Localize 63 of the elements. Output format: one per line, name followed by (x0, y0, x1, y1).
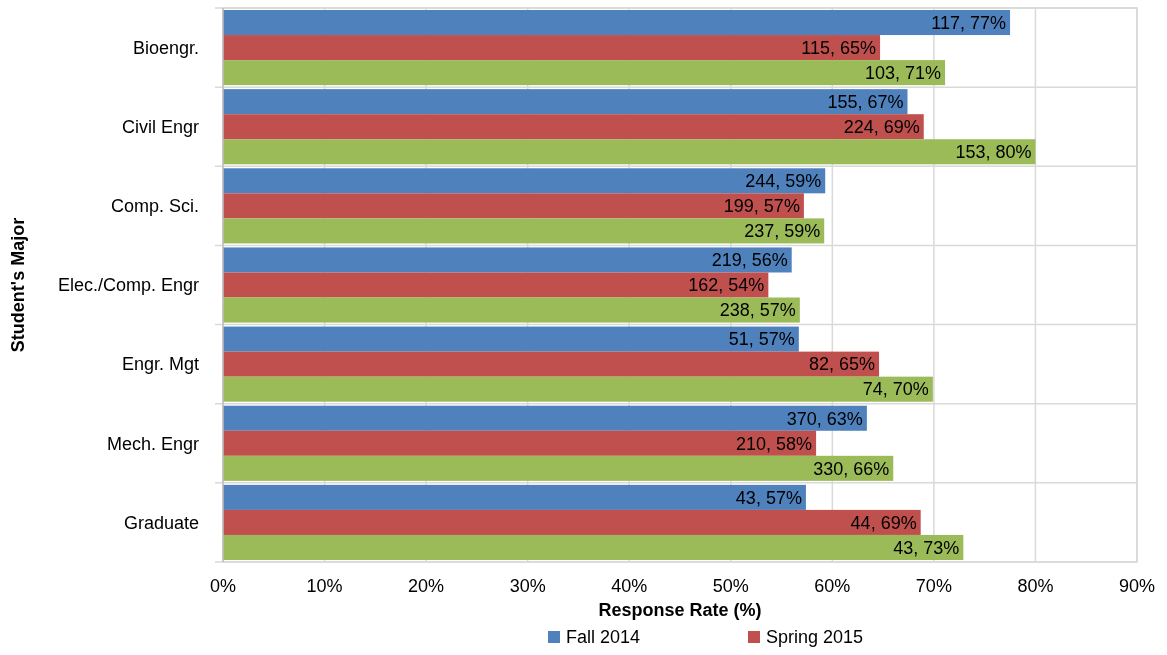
bar (223, 405, 867, 431)
bar (223, 60, 946, 86)
bar (223, 351, 880, 377)
data-label: 219, 56% (711, 250, 788, 271)
data-label: 224, 69% (843, 117, 920, 138)
bar (223, 193, 804, 219)
legend-label: Spring 2015 (766, 627, 864, 648)
x-tick-label: 0% (209, 576, 237, 596)
x-tick-label: 60% (814, 576, 851, 596)
y-tick-label: Bioengr. (132, 37, 199, 58)
data-label: 237, 59% (744, 221, 821, 242)
bar (223, 509, 921, 535)
bar (223, 534, 964, 560)
data-label: 155, 67% (827, 91, 904, 112)
y-tick-label: Engr. Mgt (121, 354, 199, 375)
bar (223, 376, 933, 402)
bar (223, 114, 924, 140)
legend-label: Fall 2014 (566, 627, 641, 648)
y-tick-label: Comp. Sci. (110, 196, 199, 217)
data-label: 117, 77% (931, 12, 1007, 33)
data-label: 210, 58% (736, 433, 813, 454)
bar (223, 455, 894, 481)
bar (223, 272, 769, 298)
data-label: 103, 71% (865, 62, 942, 83)
data-label: 115, 65% (801, 37, 877, 58)
y-tick-label: Graduate (123, 512, 199, 533)
data-label: 43, 57% (735, 487, 802, 508)
x-tick-label: 30% (509, 576, 546, 596)
y-tick-label: Mech. Engr (106, 433, 199, 454)
bar (223, 326, 799, 352)
data-label: 43, 73% (893, 537, 960, 558)
y-tick-label: Civil Engr (121, 117, 199, 138)
data-label: 51, 57% (728, 329, 795, 350)
data-label: 153, 80% (955, 142, 1032, 163)
data-label: 162, 54% (688, 275, 765, 296)
x-tick-label: 80% (1017, 576, 1054, 596)
data-label: 82, 65% (808, 354, 876, 375)
bar (223, 168, 826, 194)
data-label: 74, 70% (862, 379, 929, 400)
bar (223, 218, 825, 244)
bar (223, 139, 1036, 165)
x-tick-label: 90% (1118, 576, 1156, 596)
bar (223, 247, 792, 273)
x-tick-label: 10% (306, 576, 343, 596)
bar (223, 484, 806, 510)
bar (223, 297, 800, 323)
x-tick-label: 20% (408, 576, 445, 596)
x-tick-label: 40% (611, 576, 648, 596)
bar (223, 10, 1011, 36)
data-label: 370, 63% (786, 408, 863, 429)
data-label: 330, 66% (813, 458, 890, 479)
bar (223, 35, 881, 61)
data-label: 44, 69% (850, 512, 917, 533)
bar (223, 89, 908, 115)
data-label: 244, 59% (745, 171, 822, 192)
data-label: 238, 57% (719, 300, 796, 321)
x-tick-label: 50% (712, 576, 749, 596)
x-tick-label: 70% (915, 576, 952, 596)
y-axis-title: Student's Major (8, 217, 28, 353)
x-axis-title: Response Rate (%) (598, 600, 762, 620)
bar (223, 430, 817, 456)
data-label: 199, 57% (723, 196, 800, 217)
y-tick-label: Elec./Comp. Engr (57, 275, 199, 296)
